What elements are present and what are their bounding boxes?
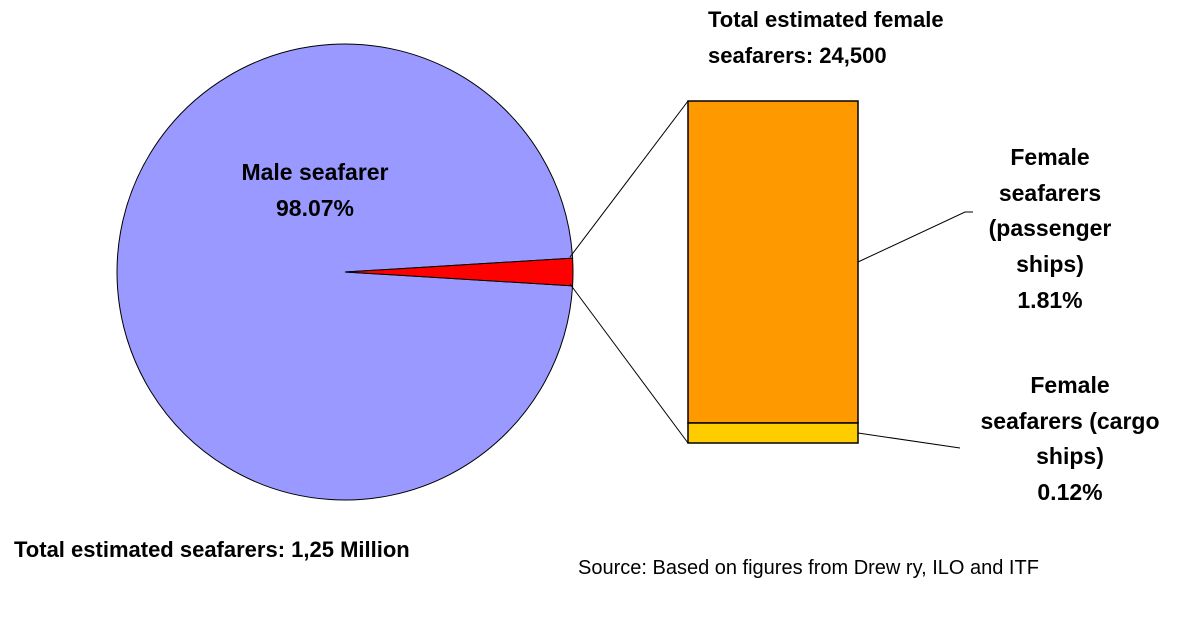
cargo-label-line1: Female <box>1030 372 1110 398</box>
passenger-label-line2: seafarers <box>998 179 1102 206</box>
pie-slice-female <box>344 257 574 287</box>
total-seafarers-annotation: Total estimated seafarers: 1,25 Million <box>14 537 410 562</box>
cargo-label-line3: ships) <box>1036 443 1104 470</box>
cargo-label-line2: seafarers (cargo <box>980 407 1160 434</box>
female-total-line1: Total estimated female <box>708 7 944 32</box>
connector-bottom <box>569 283 689 444</box>
passenger-label-line1: Female <box>1010 144 1090 170</box>
male-slice-percent: 98.07% <box>275 194 354 221</box>
pie-slice-male <box>116 43 574 501</box>
leader-lines <box>857 211 973 449</box>
passenger-label-line4: ships) <box>1016 250 1084 277</box>
connector-top <box>569 100 689 258</box>
passenger-segment-label: Female seafarers (passenger ships) 1.81% <box>960 140 1140 318</box>
male-slice-name: Male seafarer <box>241 159 389 185</box>
breakdown-bar <box>687 100 859 444</box>
passenger-label-line3: (passenger <box>988 215 1112 242</box>
cargo-segment-label: Female seafarers (cargo ships) 0.12% <box>950 368 1190 511</box>
leader-passenger <box>857 211 973 263</box>
female-total-line2: seafarers: 24,500 <box>708 43 887 69</box>
connector-lines <box>569 100 689 444</box>
pie-chart <box>116 43 574 501</box>
leader-cargo <box>857 432 961 449</box>
bar-segment-cargo <box>687 422 859 444</box>
cargo-percent: 0.12% <box>1037 478 1103 505</box>
female-total-annotation: Total estimated female seafarers: 24,500 <box>708 2 944 75</box>
source-note: Source: Based on figures from Drew ry, I… <box>578 557 1039 579</box>
passenger-percent: 1.81% <box>1017 286 1083 313</box>
bar-segment-passenger <box>687 100 859 424</box>
male-slice-label: Male seafarer 98.07% <box>190 155 440 226</box>
